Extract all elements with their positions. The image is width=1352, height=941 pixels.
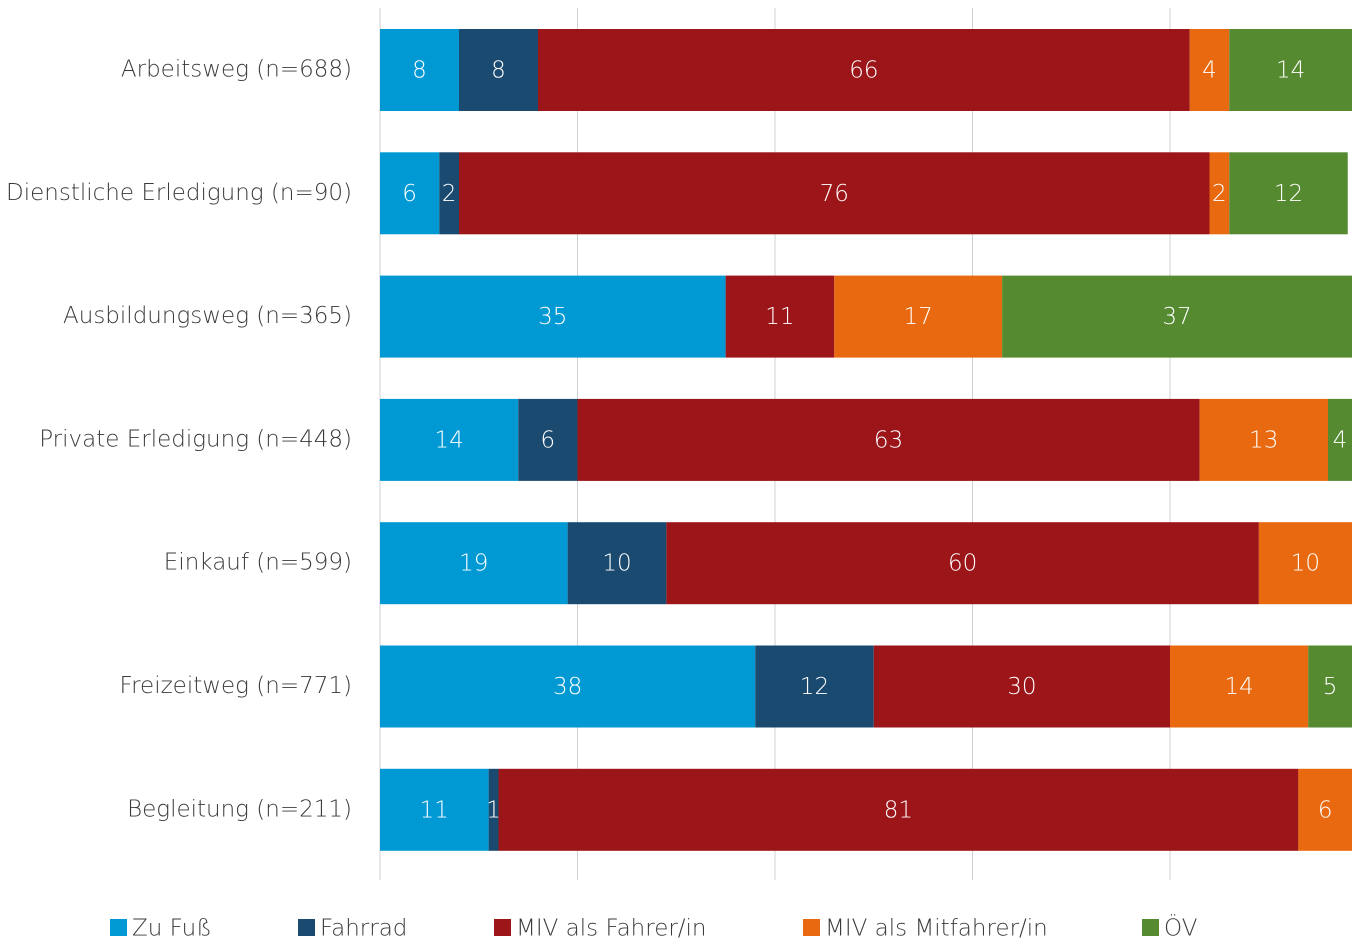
- legend-label: Fahrrad: [320, 916, 407, 941]
- y-tick-label: Private Erledigung (n=448): [39, 426, 352, 452]
- data-label: 11: [765, 304, 794, 330]
- bar-segment: [1209, 152, 1230, 235]
- bar-segment: [725, 275, 835, 358]
- bar-segment: [380, 645, 756, 728]
- legend-label: MIV als Fahrer/in: [516, 916, 707, 941]
- y-tick-label: Freizeitweg (n=771): [120, 673, 352, 699]
- bar-segment: [380, 398, 519, 481]
- data-label: 11: [420, 797, 449, 823]
- bar-segment: [380, 275, 726, 358]
- data-label: 4: [1333, 427, 1348, 453]
- y-tick-label: Dienstliche Erledigung (n=90): [6, 180, 352, 206]
- bar-segment: [459, 29, 538, 111]
- data-label: 66: [849, 58, 878, 84]
- data-label: 4: [1202, 58, 1217, 84]
- data-label: 8: [412, 58, 427, 84]
- bar-segment: [498, 768, 1299, 851]
- bar-segment: [380, 768, 489, 851]
- bar-segment: [755, 645, 874, 728]
- bar-segment: [1229, 29, 1352, 111]
- bar-segment: [1002, 275, 1352, 358]
- bar-segment: [1328, 398, 1352, 481]
- bar-segment: [834, 275, 1003, 358]
- data-label: 81: [884, 797, 913, 823]
- data-label: 6: [541, 427, 556, 453]
- bar-segment: [1258, 522, 1352, 605]
- data-label: 38: [553, 674, 582, 700]
- data-label: 17: [904, 304, 933, 330]
- bar-segment: [1298, 768, 1352, 851]
- data-label: 10: [602, 551, 631, 577]
- data-label: 14: [434, 427, 463, 453]
- bar-segment: [1229, 152, 1348, 235]
- bar-segment: [577, 398, 1200, 481]
- bar-segment: [666, 522, 1259, 605]
- data-label: 10: [1291, 551, 1320, 577]
- bar-segment: [1170, 645, 1309, 728]
- legend-swatch: [110, 919, 127, 936]
- data-label: 35: [538, 304, 567, 330]
- legend-label: Zu Fuß: [132, 916, 212, 941]
- data-label: 6: [1318, 797, 1333, 823]
- data-label: 2: [1212, 181, 1227, 207]
- bar-segment: [538, 29, 1190, 111]
- data-label: 12: [800, 674, 829, 700]
- y-tick-label: Ausbildungsweg (n=365): [63, 303, 352, 329]
- bar-segment: [439, 152, 459, 235]
- bar-segment: [380, 152, 440, 235]
- y-tick-label: Einkauf (n=599): [164, 550, 352, 576]
- data-label: 1: [486, 797, 501, 823]
- data-label: 76: [820, 181, 849, 207]
- bar-segment: [380, 522, 568, 605]
- bar-segment: [873, 645, 1170, 728]
- legend-label: ÖV: [1164, 914, 1197, 941]
- legend-label: MIV als Mitfahrer/in: [825, 916, 1048, 941]
- y-tick-label: Arbeitsweg (n=688): [121, 57, 352, 83]
- data-label: 14: [1224, 674, 1253, 700]
- data-label: 2: [442, 181, 457, 207]
- bar-segment: [459, 152, 1210, 235]
- data-label: 13: [1249, 427, 1278, 453]
- bar-segment: [518, 398, 578, 481]
- bar-segment: [488, 768, 499, 851]
- data-label: 14: [1276, 58, 1305, 84]
- legend-swatch: [298, 919, 315, 936]
- bar-segment: [380, 29, 459, 111]
- legend-swatch: [803, 919, 820, 936]
- data-label: 37: [1162, 304, 1191, 330]
- bar-segment: [1189, 29, 1230, 111]
- data-label: 5: [1323, 674, 1338, 700]
- data-label: 6: [402, 181, 417, 207]
- data-label: 19: [459, 551, 488, 577]
- data-label: 63: [874, 427, 903, 453]
- data-label: 12: [1274, 181, 1303, 207]
- data-label: 60: [948, 551, 977, 577]
- data-label: 30: [1007, 674, 1036, 700]
- bar-segment: [567, 522, 667, 605]
- legend-swatch: [1142, 919, 1159, 936]
- bar-segment: [1308, 645, 1352, 728]
- data-label: 8: [491, 58, 506, 84]
- bar-segment: [1199, 398, 1328, 481]
- y-tick-label: Begleitung (n=211): [127, 796, 352, 822]
- legend-swatch: [494, 919, 511, 936]
